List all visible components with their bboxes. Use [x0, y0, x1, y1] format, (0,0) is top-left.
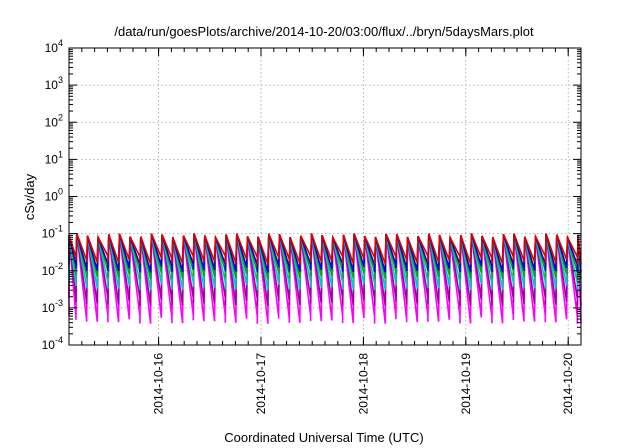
y-tick-label: 10-3 — [42, 298, 63, 315]
chart-title: /data/run/goesPlots/archive/2014-10-20/0… — [114, 24, 534, 39]
x-tick-label: 2014-10-20 — [561, 353, 575, 415]
y-tick-label: 102 — [45, 112, 63, 129]
grid — [69, 48, 581, 345]
series-line — [68, 233, 582, 265]
x-axis: 2014-10-16 2014-10-17 2014-10-18 2014-10-19… — [81, 48, 575, 415]
y-tick-label: 101 — [45, 149, 63, 166]
y-tick-label: 10-2 — [42, 261, 63, 278]
y-axis-label: cSv/day — [22, 173, 37, 220]
x-axis-label: Coordinated Universal Time (UTC) — [224, 430, 423, 445]
x-tick-label: 2014-10-19 — [459, 353, 473, 415]
y-tick-label: 10-4 — [42, 335, 63, 352]
data-series — [68, 233, 582, 324]
y-tick-label: 104 — [45, 38, 63, 55]
x-tick-label: 2014-10-17 — [254, 353, 268, 415]
y-axis: 10-4 10-3 10-2 10-1 100 101 102 103 104 — [42, 38, 581, 352]
x-tick-label: 2014-10-18 — [356, 353, 370, 415]
y-tick-label: 100 — [45, 187, 63, 204]
y-tick-label: 103 — [45, 75, 63, 92]
x-tick-label: 2014-10-16 — [152, 353, 166, 415]
y-tick-label: 10-1 — [42, 224, 63, 241]
